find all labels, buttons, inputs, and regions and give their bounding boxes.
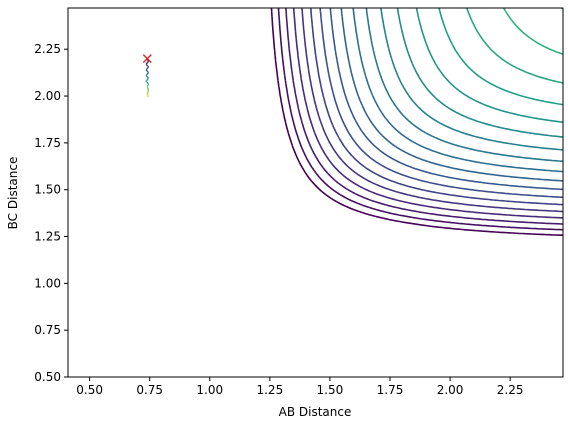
contour-level <box>285 8 563 225</box>
y-axis-ticks: 0.50 0.75 1.00 1.25 1.50 1.75 2.00 2.25 <box>34 42 68 384</box>
y-tick-label: 0.75 <box>34 323 61 337</box>
start-marker <box>142 54 152 64</box>
trajectory-segment <box>145 69 149 74</box>
contour-level <box>270 8 563 237</box>
x-tick-label: 1.75 <box>377 383 404 397</box>
contour-level <box>380 8 563 151</box>
trajectory-path <box>142 54 152 98</box>
x-tick-label: 2.00 <box>437 383 464 397</box>
trajectory-segment <box>145 80 149 85</box>
y-tick-label: 1.00 <box>34 276 61 290</box>
contour-level <box>309 8 563 206</box>
contour-level <box>502 8 563 56</box>
contour-level <box>329 8 563 191</box>
trajectory-segment <box>145 63 149 68</box>
y-tick-label: 0.50 <box>34 370 61 384</box>
x-tick-label: 0.75 <box>136 383 163 397</box>
trajectory-segment <box>145 66 149 71</box>
y-tick-label: 1.50 <box>34 183 61 197</box>
trajectory-segment <box>146 93 150 98</box>
x-tick-label: 1.50 <box>317 383 344 397</box>
trajectory-segment <box>146 83 150 87</box>
contour-level <box>301 8 563 213</box>
contour-level <box>277 8 563 231</box>
contour-level <box>415 8 563 124</box>
contour-level <box>340 8 563 182</box>
y-tick-label: 1.75 <box>34 136 61 150</box>
contour-lines <box>270 8 563 237</box>
y-tick-label: 1.25 <box>34 230 61 244</box>
contour-level <box>365 8 563 163</box>
y-tick-label: 2.00 <box>34 89 61 103</box>
y-axis-label: BC Distance <box>6 157 20 230</box>
trajectory-segment <box>145 60 149 65</box>
trajectory-segment <box>146 86 150 91</box>
x-tick-label: 1.25 <box>256 383 283 397</box>
contour-level <box>396 8 563 138</box>
x-tick-label: 2.25 <box>497 383 524 397</box>
x-tick-label: 0.50 <box>76 383 103 397</box>
contour-level <box>292 8 563 219</box>
y-tick-label: 2.25 <box>34 42 61 56</box>
x-axis-ticks: 0.50 0.75 1.00 1.25 1.50 1.75 2.00 2.25 <box>76 377 523 397</box>
x-tick-label: 1.00 <box>196 383 223 397</box>
contour-level <box>438 8 563 106</box>
trajectory-segment <box>145 77 149 82</box>
contour-level <box>465 8 563 84</box>
trajectory-segment <box>145 72 149 76</box>
contour-level <box>319 8 563 199</box>
trajectory-segment <box>145 75 149 79</box>
plot-frame <box>67 7 564 378</box>
trajectory-segment <box>146 90 150 95</box>
contour-level <box>352 8 563 173</box>
x-axis-label: AB Distance <box>279 405 352 419</box>
